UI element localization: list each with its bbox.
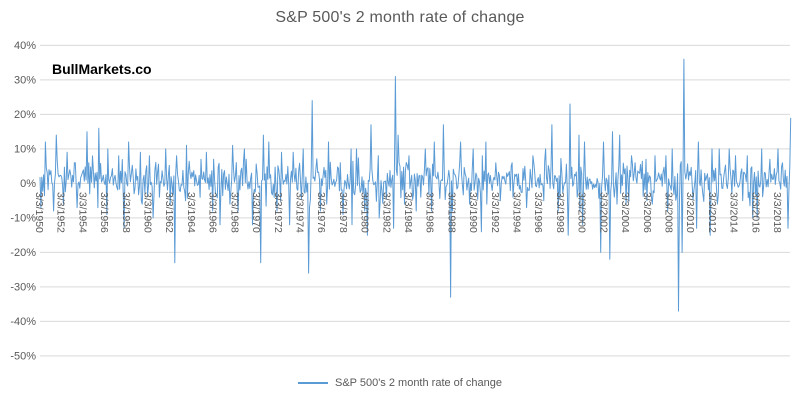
y-tick-label: 10% (14, 143, 36, 155)
x-tick-label: 3/3/2018 (771, 192, 783, 233)
x-tick-label: 3/3/1968 (228, 192, 240, 233)
x-tick-label: 3/3/1988 (445, 192, 457, 233)
watermark-bullmarkets: BullMarkets.co (52, 61, 152, 77)
x-tick-label: 3/3/1976 (315, 192, 327, 233)
y-tick-label: 0% (20, 178, 36, 190)
x-tick-label: 3/3/1974 (293, 192, 305, 233)
x-tick-label: 3/3/1962 (163, 192, 175, 233)
x-tick-label: 3/3/2002 (597, 192, 609, 233)
x-tick-label: 3/3/1982 (380, 192, 392, 233)
x-tick-label: 3/3/2004 (619, 192, 631, 233)
x-tick-label: 3/3/2014 (728, 192, 740, 233)
y-tick-label: 40% (14, 40, 36, 52)
x-tick-label: 3/3/2000 (576, 192, 588, 233)
series-line (39, 58, 792, 312)
chart-title: S&P 500's 2 month rate of change (275, 9, 525, 26)
x-tick-label: 3/3/2008 (662, 192, 674, 233)
x-tick-label: 3/3/1958 (120, 192, 132, 233)
y-tick-label: -20% (10, 247, 36, 259)
legend-line-marker-icon (297, 382, 328, 384)
x-tick-label: 3/3/1950 (33, 192, 45, 233)
y-tick-label: 20% (14, 109, 36, 121)
x-tick-label: 3/3/2006 (641, 192, 653, 233)
x-tick-label: 3/3/2016 (749, 192, 761, 233)
x-tick-label: 3/3/1952 (55, 192, 67, 233)
x-tick-label: 3/3/1954 (76, 192, 88, 233)
x-tick-label: 3/3/1966 (207, 192, 219, 233)
y-tick-label: -10% (10, 212, 36, 224)
x-tick-label: 3/3/1992 (489, 192, 501, 233)
x-tick-label: 3/3/1972 (272, 192, 284, 233)
x-tick-label: 3/3/1978 (337, 192, 349, 233)
x-tick-label: 3/3/1960 (142, 192, 154, 233)
legend: S&P 500's 2 month rate of change (0, 377, 800, 389)
x-tick-label: 3/3/1964 (185, 192, 197, 233)
x-tick-label: 3/3/1970 (250, 192, 262, 233)
y-tick-label: -40% (10, 316, 36, 328)
x-tick-label: 3/3/1996 (532, 192, 544, 233)
x-tick-label: 3/3/1986 (424, 192, 436, 233)
x-tick-label: 3/3/2012 (706, 192, 718, 233)
x-tick-label: 3/3/1984 (402, 192, 414, 233)
y-tick-label: -30% (10, 281, 36, 293)
x-tick-label: 3/3/1998 (554, 192, 566, 233)
legend-series-label: S&P 500's 2 month rate of change (334, 377, 502, 389)
x-tick-label: 3/3/1956 (98, 192, 110, 233)
x-tick-label: 3/3/1994 (511, 192, 523, 233)
y-tick-label: 30% (14, 74, 36, 86)
x-tick-label: 3/3/2010 (684, 192, 696, 233)
x-tick-label: 3/3/1990 (467, 192, 479, 233)
x-tick-label: 3/3/1980 (359, 192, 371, 233)
y-tick-label: -50% (10, 350, 36, 362)
